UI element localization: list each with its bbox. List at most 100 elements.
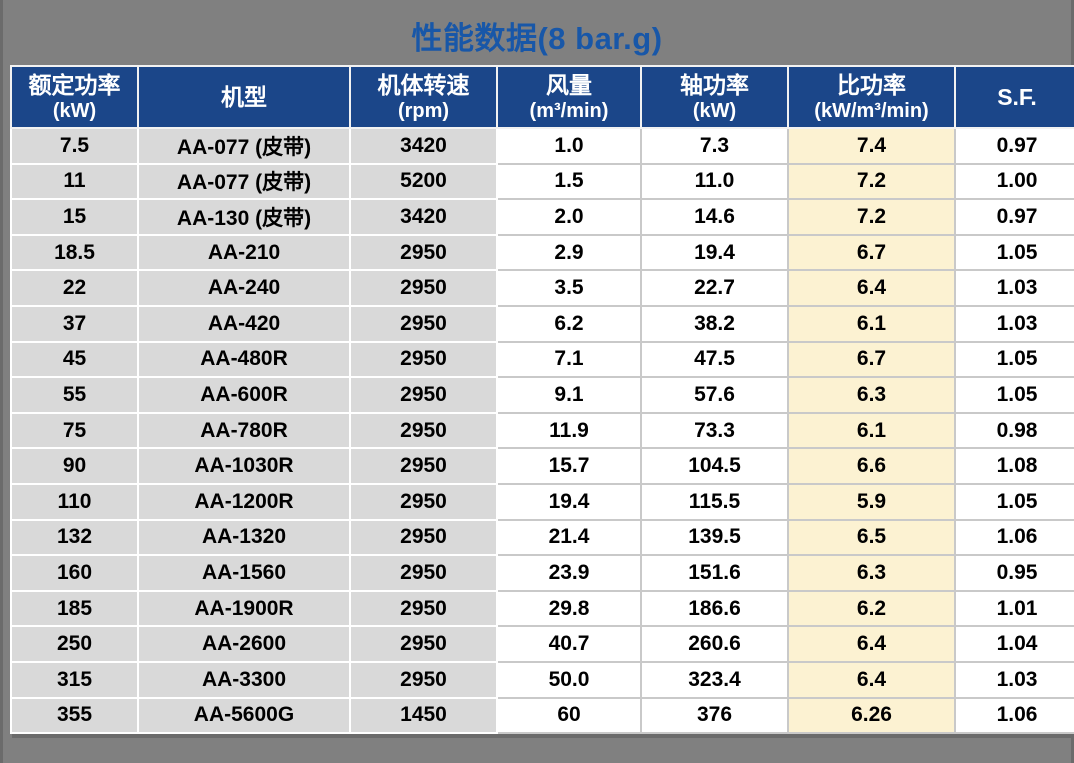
cell-air-flow: 2.9 — [496, 233, 642, 272]
column-header-shaft-power: 轴功率 (kW) — [640, 65, 789, 129]
cell-model: AA-1900R — [137, 589, 351, 628]
table-row: 250 AA-2600 2950 40.7 260.6 6.4 1.04 — [10, 625, 1074, 663]
cell-shaft-power: 139.5 — [640, 518, 789, 557]
cell-air-flow: 7.1 — [496, 340, 642, 379]
cell-model: AA-130 (皮带) — [137, 198, 351, 236]
page-title: 性能数据(8 bar.g) — [411, 21, 663, 56]
cell-air-flow: 29.8 — [496, 589, 642, 628]
column-unit: (m³/min) — [529, 100, 609, 122]
cell-rated-power: 185 — [10, 589, 139, 628]
cell-rated-power: 11 — [10, 162, 139, 201]
table-row: 55 AA-600R 2950 9.1 57.6 6.3 1.05 — [10, 376, 1074, 414]
cell-shaft-power: 115.5 — [640, 482, 789, 521]
cell-rotation-speed: 1450 — [349, 696, 498, 735]
cell-service-factor: 0.97 — [954, 198, 1074, 236]
cell-model: AA-780R — [137, 411, 351, 450]
cell-specific-power: 7.4 — [787, 127, 956, 165]
cell-specific-power: 7.2 — [787, 198, 956, 236]
cell-rated-power: 132 — [10, 518, 139, 557]
column-unit: (kW/m³/min) — [814, 100, 929, 122]
cell-specific-power: 6.4 — [787, 660, 956, 699]
cell-rotation-speed: 2950 — [349, 269, 498, 307]
cell-rotation-speed: 2950 — [349, 660, 498, 699]
cell-air-flow: 3.5 — [496, 269, 642, 307]
table-row: 160 AA-1560 2950 23.9 151.6 6.3 0.95 — [10, 554, 1074, 592]
table-row: 110 AA-1200R 2950 19.4 115.5 5.9 1.05 — [10, 482, 1074, 521]
cell-service-factor: 1.06 — [954, 696, 1074, 735]
cell-specific-power: 6.1 — [787, 304, 956, 343]
table-row: 315 AA-3300 2950 50.0 323.4 6.4 1.03 — [10, 660, 1074, 699]
cell-specific-power: 6.3 — [787, 554, 956, 592]
column-header-rated-power: 额定功率 (kW) — [10, 65, 139, 129]
column-label: 机体转速 — [377, 72, 470, 98]
cell-rotation-speed: 2950 — [349, 340, 498, 379]
cell-rotation-speed: 2950 — [349, 447, 498, 485]
cell-rated-power: 75 — [10, 411, 139, 450]
cell-service-factor: 1.05 — [954, 376, 1074, 414]
cell-shaft-power: 47.5 — [640, 340, 789, 379]
cell-service-factor: 1.05 — [954, 340, 1074, 379]
cell-rated-power: 355 — [10, 696, 139, 735]
cell-model: AA-1560 — [137, 554, 351, 592]
cell-rotation-speed: 3420 — [349, 198, 498, 236]
cell-rated-power: 18.5 — [10, 233, 139, 272]
cell-model: AA-1030R — [137, 447, 351, 485]
cell-air-flow: 21.4 — [496, 518, 642, 557]
cell-shaft-power: 73.3 — [640, 411, 789, 450]
cell-shaft-power: 38.2 — [640, 304, 789, 343]
cell-model: AA-5600G — [137, 696, 351, 735]
table-row: 185 AA-1900R 2950 29.8 186.6 6.2 1.01 — [10, 589, 1074, 628]
cell-rated-power: 45 — [10, 340, 139, 379]
cell-specific-power: 6.4 — [787, 269, 956, 307]
cell-air-flow: 40.7 — [496, 625, 642, 663]
column-header-specific-power: 比功率 (kW/m³/min) — [787, 65, 956, 129]
cell-model: AA-1200R — [137, 482, 351, 521]
cell-shaft-power: 186.6 — [640, 589, 789, 628]
cell-air-flow: 19.4 — [496, 482, 642, 521]
cell-rotation-speed: 2950 — [349, 518, 498, 557]
cell-air-flow: 2.0 — [496, 198, 642, 236]
column-label: 风量 — [546, 72, 592, 98]
cell-air-flow: 60 — [496, 696, 642, 735]
cell-shaft-power: 323.4 — [640, 660, 789, 699]
cell-model: AA-480R — [137, 340, 351, 379]
cell-rotation-speed: 2950 — [349, 625, 498, 663]
cell-shaft-power: 7.3 — [640, 127, 789, 165]
cell-shaft-power: 376 — [640, 696, 789, 735]
cell-shaft-power: 14.6 — [640, 198, 789, 236]
column-label: 额定功率 — [28, 72, 121, 98]
cell-rated-power: 15 — [10, 198, 139, 236]
cell-rated-power: 7.5 — [10, 127, 139, 165]
cell-air-flow: 6.2 — [496, 304, 642, 343]
table-row: 18.5 AA-210 2950 2.9 19.4 6.7 1.05 — [10, 233, 1074, 272]
cell-specific-power: 6.1 — [787, 411, 956, 450]
cell-rotation-speed: 2950 — [349, 589, 498, 628]
cell-rated-power: 315 — [10, 660, 139, 699]
cell-service-factor: 1.00 — [954, 162, 1074, 201]
cell-rated-power: 90 — [10, 447, 139, 485]
cell-air-flow: 1.0 — [496, 127, 642, 165]
cell-rotation-speed: 2950 — [349, 411, 498, 450]
cell-model: AA-1320 — [137, 518, 351, 557]
cell-service-factor: 1.03 — [954, 269, 1074, 307]
cell-service-factor: 1.03 — [954, 660, 1074, 699]
cell-service-factor: 1.05 — [954, 482, 1074, 521]
table-row: 37 AA-420 2950 6.2 38.2 6.1 1.03 — [10, 304, 1074, 343]
cell-shaft-power: 151.6 — [640, 554, 789, 592]
cell-shaft-power: 22.7 — [640, 269, 789, 307]
cell-service-factor: 1.04 — [954, 625, 1074, 663]
cell-model: AA-420 — [137, 304, 351, 343]
table-row: 22 AA-240 2950 3.5 22.7 6.4 1.03 — [10, 269, 1074, 307]
cell-specific-power: 6.2 — [787, 589, 956, 628]
cell-model: AA-3300 — [137, 660, 351, 699]
column-header-model: 机型 — [137, 65, 351, 129]
column-label: S.F. — [997, 84, 1037, 110]
column-label: 机型 — [221, 84, 267, 110]
cell-model: AA-600R — [137, 376, 351, 414]
cell-rotation-speed: 2950 — [349, 482, 498, 521]
column-unit: (kW) — [52, 100, 97, 122]
cell-rated-power: 37 — [10, 304, 139, 343]
cell-model: AA-240 — [137, 269, 351, 307]
cell-specific-power: 6.4 — [787, 625, 956, 663]
